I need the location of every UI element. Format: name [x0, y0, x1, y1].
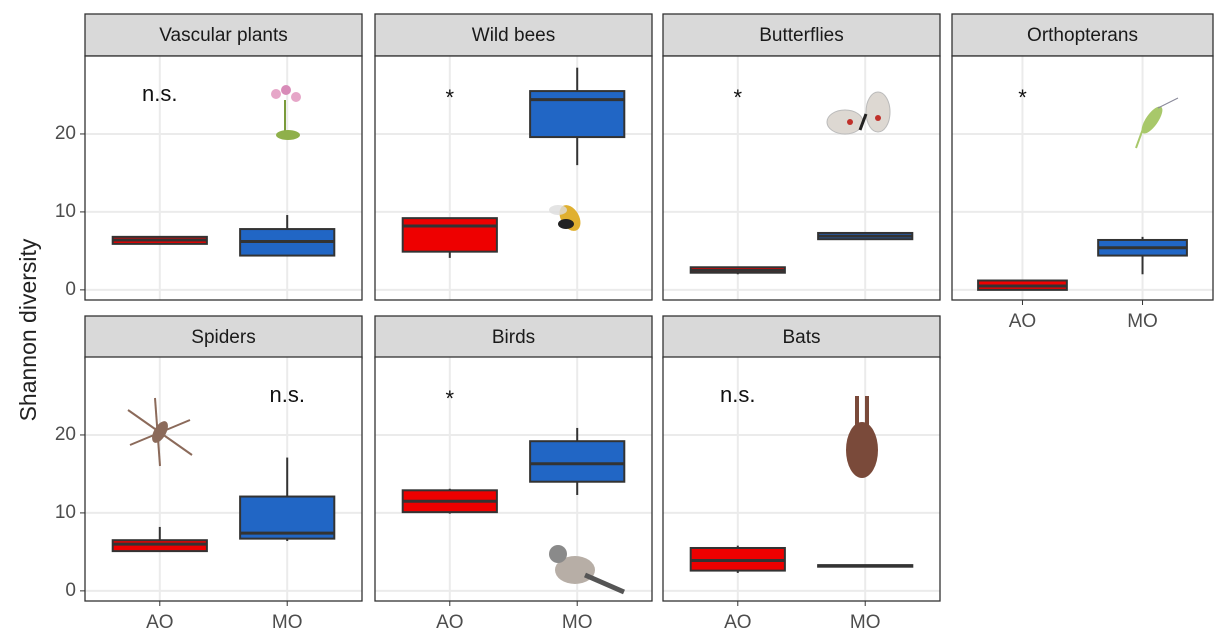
significance-label: n.s.: [142, 81, 177, 106]
significance-label: *: [446, 85, 455, 110]
facet-title: Bats: [782, 327, 820, 348]
facet: Orthopterans * AO MO: [952, 14, 1213, 332]
panel: [663, 56, 940, 300]
significance-label: n.s.: [269, 382, 304, 407]
significance-label: n.s.: [720, 382, 755, 407]
bat-icon-part: [846, 422, 878, 478]
bee-icon-part: [558, 219, 574, 229]
butterfly-icon-part: [866, 92, 890, 132]
facet: Wild bees *: [375, 14, 652, 300]
bird-icon-part: [549, 545, 567, 563]
x-tick-label: MO: [850, 612, 881, 633]
panel: [85, 357, 362, 601]
box: [113, 540, 207, 551]
y-tick-label: 0: [65, 580, 76, 601]
y-tick-label: 10: [55, 201, 76, 222]
panel: [85, 56, 362, 300]
facet: Spiders 0 10 20 n.s. AO MO: [55, 316, 362, 633]
box: [403, 218, 497, 252]
x-tick-label: AO: [724, 612, 751, 633]
y-tick-label: 20: [55, 123, 76, 144]
significance-label: *: [1018, 85, 1027, 110]
flower-icon-part: [276, 130, 300, 140]
box: [530, 91, 624, 137]
panel: [952, 56, 1213, 300]
y-tick-label: 20: [55, 424, 76, 445]
butterfly-icon-part: [875, 115, 881, 121]
butterfly-icon-part: [847, 119, 853, 125]
chart: Vascular plants 0 10 20 n.s. Shannon diversit…: [0, 0, 1222, 635]
facet: Butterflies *: [663, 14, 940, 300]
flower-icon-part: [281, 85, 291, 95]
x-tick-label: AO: [436, 612, 463, 633]
facet-title: Vascular plants: [159, 25, 288, 46]
x-tick-label: MO: [1127, 311, 1158, 332]
facet-title: Butterflies: [759, 25, 843, 46]
y-tick-label: 10: [55, 502, 76, 523]
flower-icon-part: [271, 89, 281, 99]
significance-label: *: [734, 85, 743, 110]
box: [530, 441, 624, 482]
x-tick-label: AO: [1009, 311, 1036, 332]
x-tick-label: MO: [562, 612, 593, 633]
x-tick-label: MO: [272, 612, 303, 633]
facet: Bats n.s. AO MO: [663, 316, 940, 633]
x-tick-label: AO: [146, 612, 173, 633]
y-tick-label: 0: [65, 279, 76, 300]
facet-title: Spiders: [191, 327, 255, 348]
facet-title: Wild bees: [472, 25, 555, 46]
significance-label: *: [446, 386, 455, 411]
flower-icon-part: [291, 92, 301, 102]
facet: Vascular plants 0 10 20 n.s.: [55, 14, 362, 300]
facet-title: Orthopterans: [1027, 25, 1138, 46]
butterfly-icon-part: [827, 110, 863, 134]
bee-icon-part: [549, 205, 567, 215]
y-axis-label: Shannon diversity: [15, 238, 41, 421]
facet-title: Birds: [492, 327, 535, 348]
